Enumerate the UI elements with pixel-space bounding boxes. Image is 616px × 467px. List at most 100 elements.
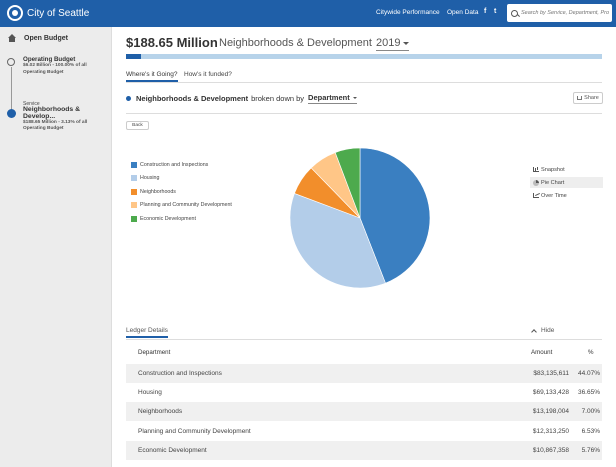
pie-slice-housing[interactable]	[289, 193, 386, 289]
share-button[interactable]: Share	[573, 92, 603, 104]
column-header-department: Department	[138, 349, 171, 356]
breakdown-header: Neighborhoods & Development broken down …	[126, 93, 357, 104]
nav-open-data[interactable]: Open Data	[447, 9, 479, 16]
divider	[126, 113, 602, 114]
sidebar-home[interactable]: Open Budget	[8, 34, 68, 42]
pie-slice-construction-and-inspections[interactable]	[359, 147, 431, 284]
breakdown-title: Neighborhoods & Development	[136, 94, 249, 103]
back-label: Back	[132, 123, 143, 128]
legend-label: Housing	[140, 175, 160, 182]
table-cell-amount: $69,133,428	[532, 389, 569, 397]
search-box[interactable]	[507, 4, 612, 22]
pie-slice-economic-development[interactable]	[334, 147, 361, 219]
legend-item[interactable]: Housing	[131, 175, 160, 182]
table-row[interactable]: Neighborhoods $13,198,004 7.00%	[126, 402, 602, 422]
table-cell-department: Housing	[138, 389, 162, 397]
year-select[interactable]: 2019	[376, 37, 410, 49]
facebook-icon[interactable]: f	[484, 8, 487, 15]
table-row[interactable]: Planning and Community Development $12,31…	[126, 422, 602, 441]
table-cell-percent: 5.76%	[581, 446, 600, 454]
share-icon	[577, 96, 583, 100]
sidebar-home-label: Open Budget	[24, 34, 68, 42]
chevron-up-icon	[531, 328, 537, 335]
legend-label: Neighborhoods	[140, 188, 176, 195]
hide-button[interactable]: Hide	[531, 327, 555, 335]
chevron-down-icon	[352, 96, 357, 99]
sidebar-item-operating-budget[interactable]: Operating Budget $6.02 Billion - 100.00%…	[23, 56, 87, 76]
twitter-icon[interactable]: t	[494, 8, 497, 15]
legend-label: Economic Development	[140, 215, 196, 222]
column-header-amount: Amount	[531, 349, 553, 356]
view-label: Snapshot	[541, 166, 565, 173]
sidebar-node-current	[7, 109, 16, 118]
table-cell-percent: 36.65%	[577, 389, 600, 397]
breakdown-mid: broken down by	[251, 94, 305, 103]
table-cell-percent: 44.07%	[577, 370, 600, 377]
sidebar-item-kind: Service	[23, 101, 40, 107]
view-label: Over Time	[541, 192, 567, 199]
table-cell-amount: $13,198,004	[532, 408, 569, 416]
chevron-down-icon	[403, 41, 410, 45]
ledger-tab-indicator	[126, 336, 168, 338]
legend-swatch	[131, 188, 137, 195]
column-header-percent: %	[588, 349, 594, 356]
table-cell-percent: 7.00%	[581, 408, 600, 416]
table-cell-department: Construction and Inspections	[138, 370, 222, 377]
ledger-details-tab[interactable]: Ledger Details	[126, 327, 168, 334]
divider	[126, 339, 602, 340]
logo-text: City of Seattle	[27, 7, 90, 19]
legend-swatch	[131, 175, 137, 182]
legend-swatch	[131, 162, 137, 168]
table-row[interactable]: Housing $69,133,428 36.65%	[126, 383, 602, 402]
nav-citywide-performance[interactable]: Citywide Performance	[376, 9, 440, 16]
sidebar-item-line1: $188.65 Million - 3.13% of all	[23, 119, 88, 125]
sidebar-item-line2: Operating Budget	[23, 69, 64, 75]
legend-item[interactable]: Construction and Inspections	[131, 162, 208, 168]
hide-label: Hide	[541, 327, 555, 334]
legend-swatch	[131, 215, 137, 222]
sidebar-item-neighborhoods[interactable]: Service Neighborhoods & Develop... $188.…	[23, 101, 111, 132]
view-snapshot[interactable]: Snapshot	[530, 164, 603, 175]
back-button[interactable]: Back	[126, 121, 149, 130]
breakdown-dimension-value: Department	[308, 93, 350, 102]
legend-item[interactable]: Planning and Community Development	[131, 202, 232, 209]
sidebar-node-operating	[7, 58, 15, 66]
table-cell-amount: $10,867,358	[532, 446, 569, 454]
view-pie-chart[interactable]: Pie Chart	[530, 177, 603, 188]
table-cell-percent: 6.53%	[581, 427, 600, 435]
pie-chart-icon	[533, 179, 539, 186]
budget-share-fill	[126, 54, 141, 59]
table-cell-amount: $83,135,611	[533, 370, 569, 377]
active-tab-indicator	[126, 80, 178, 82]
year-underline	[376, 50, 409, 51]
budget-amount: $188.65 Million	[126, 35, 218, 50]
tab-where-going[interactable]: Where's it Going?	[126, 71, 178, 78]
legend-item[interactable]: Neighborhoods	[131, 188, 176, 195]
sidebar-item-title: Operating Budget	[23, 56, 76, 63]
sidebar-item-line1: $6.02 Billion - 100.00% of all	[23, 63, 87, 69]
view-over-time[interactable]: Over Time	[530, 190, 603, 201]
year-value: 2019	[376, 37, 401, 49]
table-row[interactable]: Construction and Inspections $83,135,611 4…	[126, 364, 602, 383]
legend-item[interactable]: Economic Development	[131, 215, 196, 222]
pie-chart[interactable]	[289, 147, 431, 289]
legend-swatch	[131, 202, 137, 209]
divider	[126, 82, 602, 83]
share-label: Share	[584, 95, 599, 101]
breakdown-dimension-select[interactable]: Department	[308, 93, 357, 104]
table-cell-department: Neighborhoods	[138, 408, 183, 416]
city-logo[interactable]: City of Seattle	[7, 5, 89, 21]
sidebar: Open Budget Operating Budget $6.02 Billi…	[0, 27, 112, 467]
line-chart-icon	[533, 193, 539, 198]
tab-how-funded[interactable]: How's it funded?	[184, 71, 232, 78]
table-cell-department: Planning and Community Development	[138, 427, 251, 435]
top-bar: City of Seattle Citywide Performance Ope…	[0, 0, 616, 27]
table-row[interactable]: Economic Development $10,867,358 5.76%	[126, 440, 602, 460]
page-title: Neighborhoods & Development	[219, 37, 372, 49]
sidebar-item-title: Neighborhoods & Develop...	[23, 106, 81, 120]
bullet-icon	[126, 96, 131, 101]
legend-label: Construction and Inspections	[140, 162, 209, 168]
search-input[interactable]	[521, 10, 609, 16]
sidebar-connector	[11, 67, 12, 111]
table-cell-amount: $12,313,250	[532, 427, 569, 435]
